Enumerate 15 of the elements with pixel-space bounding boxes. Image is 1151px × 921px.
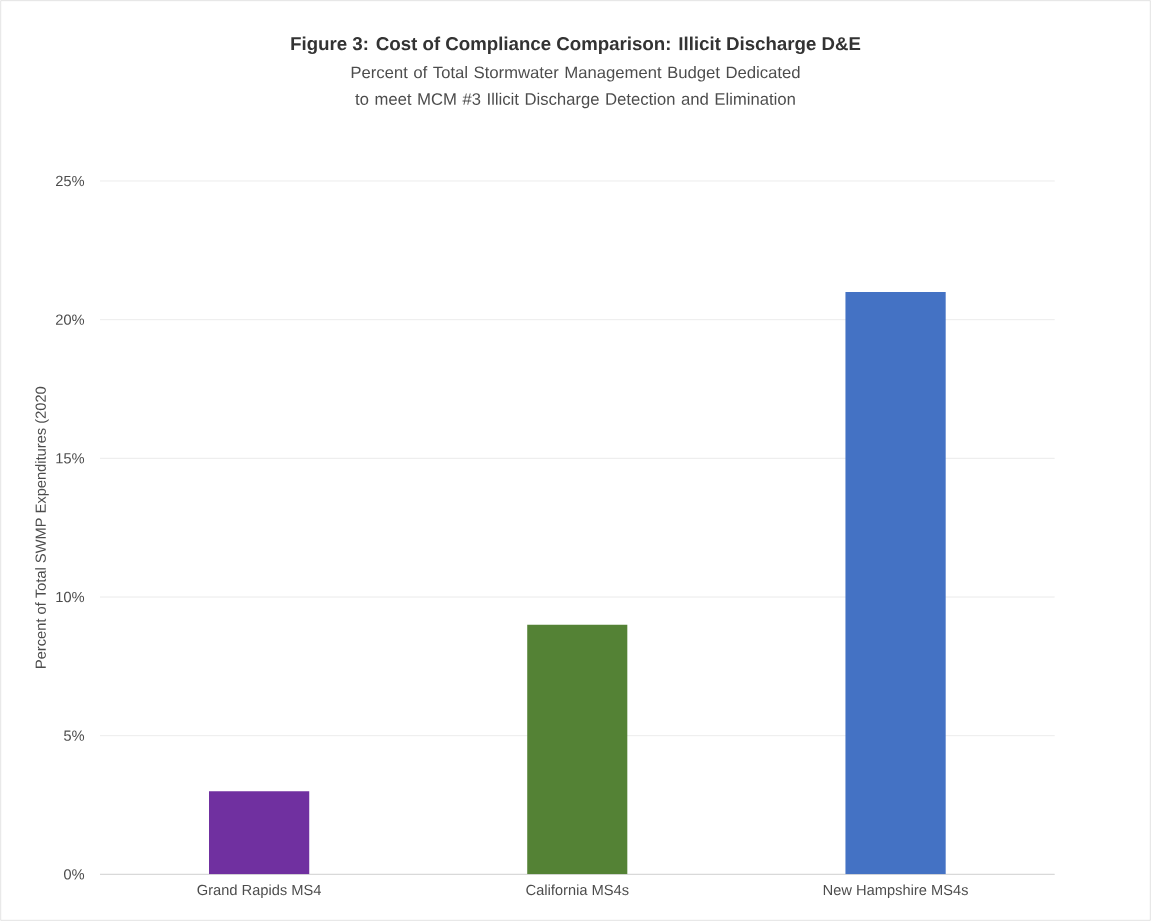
bar <box>527 624 628 875</box>
x-tick-label: Grand Rapids MS4 <box>197 884 322 899</box>
y-tick-label: 15% <box>56 453 85 464</box>
chart-subtitle: Percent of Total Stormwater Management Budget Dedicated to meet MCM #3 Illicit Discharge Detection and Elimination <box>351 66 800 109</box>
y-tick-label: 10% <box>56 591 85 603</box>
x-tick-label: California MS4s <box>526 884 629 896</box>
y-tick-label: 5% <box>64 730 85 741</box>
bar <box>845 291 946 875</box>
y-tick-label: 20% <box>56 314 85 325</box>
chart-title: Figure 3: Cost of Compliance Comparison: Illicit Discharge D&E <box>291 36 861 55</box>
y-tick-label: 25% <box>56 175 85 187</box>
bar <box>209 791 310 875</box>
y-tick-label: 0% <box>63 869 85 880</box>
y-axis-title: Percent of Total SWMP Expenditures (2020 <box>35 386 49 668</box>
x-tick-label: New Hampshire MS4s <box>823 884 968 899</box>
